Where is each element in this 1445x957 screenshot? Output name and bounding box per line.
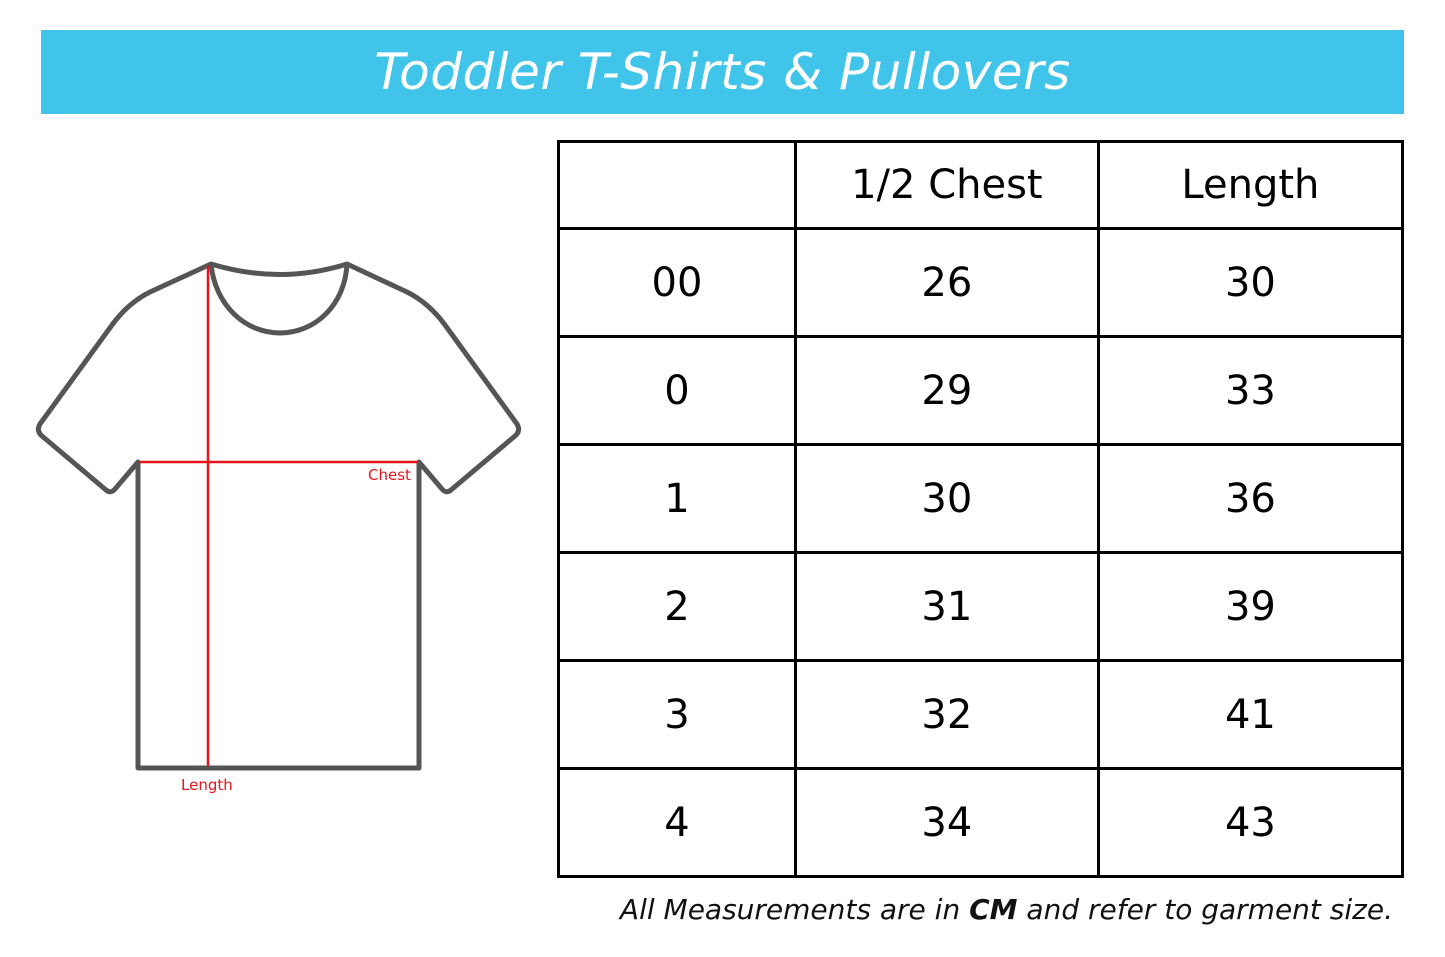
- table-row: 00 26 30: [557, 227, 1405, 338]
- half-chest-cell: 26: [793, 227, 1100, 338]
- half-chest-cell: 30: [793, 443, 1100, 554]
- length-cell: 43: [1096, 767, 1405, 878]
- page-title: Toddler T-Shirts & Pullovers: [374, 43, 1071, 101]
- table-row: 4 34 43: [557, 767, 1405, 878]
- size-cell: 4: [557, 767, 797, 878]
- length-label: Length: [181, 776, 233, 794]
- table-row: 3 32 41: [557, 659, 1405, 770]
- length-cell: 33: [1096, 335, 1405, 446]
- tshirt-diagram: Chest Length: [35, 261, 522, 794]
- size-table: 1/2 Chest Length 00 26 30 0 29 33 1 30 36 2 31 39 3 3…: [557, 140, 1405, 878]
- header-length: Length: [1096, 140, 1405, 230]
- footnote: All Measurements are in CM and refer to …: [620, 893, 1393, 926]
- header-size: [557, 140, 797, 230]
- header-half-chest: 1/2 Chest: [793, 140, 1100, 230]
- half-chest-cell: 32: [793, 659, 1100, 770]
- table-row: 2 31 39: [557, 551, 1405, 662]
- length-cell: 41: [1096, 659, 1405, 770]
- half-chest-cell: 31: [793, 551, 1100, 662]
- size-cell: 1: [557, 443, 797, 554]
- size-cell: 2: [557, 551, 797, 662]
- tshirt-neckline: [208, 263, 350, 336]
- length-cell: 30: [1096, 227, 1405, 338]
- size-cell: 00: [557, 227, 797, 338]
- footnote-unit: CM: [969, 893, 1018, 926]
- chest-label: Chest: [368, 466, 411, 484]
- tshirt-outline: [35, 261, 522, 771]
- footnote-text-end: and refer to garment size.: [1017, 893, 1393, 926]
- half-chest-cell: 34: [793, 767, 1100, 878]
- table-row: 1 30 36: [557, 443, 1405, 554]
- length-cell: 36: [1096, 443, 1405, 554]
- table-row: 0 29 33: [557, 335, 1405, 446]
- half-chest-cell: 29: [793, 335, 1100, 446]
- size-cell: 3: [557, 659, 797, 770]
- table-header-row: 1/2 Chest Length: [557, 140, 1405, 230]
- length-cell: 39: [1096, 551, 1405, 662]
- size-cell: 0: [557, 335, 797, 446]
- title-banner: Toddler T-Shirts & Pullovers: [41, 30, 1404, 114]
- footnote-text: All Measurements are in: [619, 893, 970, 926]
